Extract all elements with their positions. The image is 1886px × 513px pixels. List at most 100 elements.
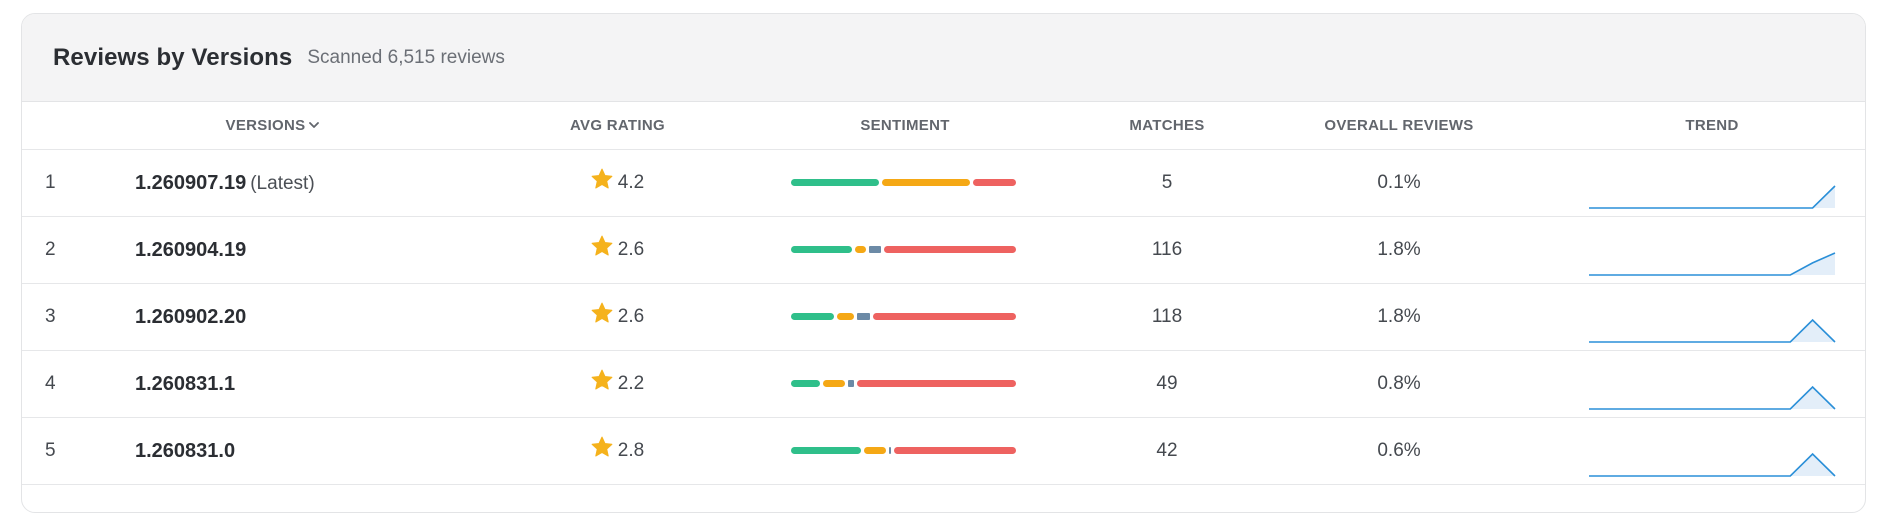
trend-sparkline (1567, 418, 1857, 484)
matches-value: 42 (1156, 440, 1178, 461)
table-row[interactable]: 3 1.260902.20 2.6 118 1.8% (22, 284, 1865, 351)
table-body: 1 1.260907.19 (Latest) 4.2 5 0.1% 2 1.260… (22, 150, 1865, 485)
trend-area (1589, 186, 1835, 208)
avg-rating-cell: 2.6 (557, 284, 677, 350)
sentiment-segment-neutral (863, 447, 887, 454)
sentiment-segment-neutral (854, 246, 866, 253)
star-icon (591, 235, 613, 256)
version-number: 1.260902.20 (135, 306, 247, 328)
sentiment-bar (791, 380, 1019, 387)
sentiment-segment-mixed (857, 313, 871, 320)
sentiment-bar (791, 179, 1019, 186)
version-cell[interactable]: 1.260902.20 (135, 284, 495, 350)
trend-area (1589, 320, 1835, 342)
overall-reviews-value: 0.6% (1377, 440, 1421, 461)
overall-reviews-value: 0.8% (1377, 373, 1421, 394)
trend-chart (1589, 185, 1836, 209)
sentiment-segment-positive (791, 447, 861, 454)
row-index: 5 (45, 440, 56, 461)
sentiment-cell (791, 284, 1019, 350)
table-row[interactable]: 4 1.260831.1 2.2 49 0.8% (22, 351, 1865, 418)
version-number: 1.260831.1 (135, 373, 236, 395)
sentiment-cell (791, 217, 1019, 283)
trend-line (1589, 185, 1836, 209)
sentiment-cell (791, 150, 1019, 216)
sentiment-segment-positive (791, 246, 852, 253)
column-header-matches[interactable]: MATCHES (1129, 117, 1205, 134)
sentiment-bar (791, 313, 1019, 320)
avg-rating-cell: 2.6 (557, 217, 677, 283)
version-number: 1.260907.19 (135, 172, 247, 194)
avg-rating-cell: 2.8 (557, 418, 677, 484)
column-header-versions[interactable]: VERSIONS (203, 102, 343, 150)
column-header-trend[interactable]: TREND (1685, 117, 1739, 134)
trend-sparkline (1567, 284, 1857, 350)
sentiment-segment-neutral (836, 313, 855, 320)
sentiment-segment-negative (857, 380, 1016, 387)
row-index: 3 (45, 306, 56, 327)
row-index: 4 (45, 373, 56, 394)
avg-rating-cell: 4.2 (557, 150, 677, 216)
table-row[interactable]: 2 1.260904.19 2.6 116 1.8% (22, 217, 1865, 284)
sentiment-segment-negative (873, 313, 1016, 320)
sentiment-segment-positive (791, 380, 820, 387)
avg-rating-cell: 2.2 (557, 351, 677, 417)
matches-value: 118 (1151, 306, 1183, 327)
version-cell[interactable]: 1.260831.0 (135, 418, 495, 484)
sentiment-segment-mixed (868, 246, 882, 253)
table-row[interactable]: 1 1.260907.19 (Latest) 4.2 5 0.1% (22, 150, 1865, 217)
sentiment-segment-neutral (882, 179, 971, 186)
star-icon (591, 302, 613, 323)
table-row[interactable]: 5 1.260831.0 2.8 42 0.6% (22, 418, 1865, 485)
overall-reviews-value: 0.1% (1377, 172, 1421, 193)
avg-rating-value: 2.6 (617, 239, 645, 260)
scanned-count: Scanned 6,515 reviews (307, 46, 505, 68)
trend-chart (1589, 252, 1836, 276)
sentiment-segment-positive (791, 179, 880, 186)
column-header-avg-rating[interactable]: AVG RATING (570, 117, 665, 134)
version-cell[interactable]: 1.260904.19 (135, 217, 495, 283)
trend-line (1589, 452, 1836, 477)
card-header: Reviews by Versions Scanned 6,515 review… (22, 14, 1865, 102)
avg-rating-value: 2.8 (617, 440, 645, 461)
overall-reviews-value: 1.8% (1377, 239, 1421, 260)
card-title: Reviews by Versions (53, 43, 293, 71)
column-header-overall-reviews[interactable]: OVERALL REVIEWS (1324, 117, 1474, 134)
sentiment-segment-negative (973, 179, 1016, 186)
sentiment-segment-negative (884, 246, 1016, 253)
trend-chart (1589, 318, 1836, 343)
trend-line (1589, 385, 1836, 410)
star-icon (591, 369, 613, 390)
matches-value: 116 (1151, 239, 1183, 260)
sentiment-bar (791, 447, 1019, 454)
sentiment-segment-mixed (848, 380, 855, 387)
version-number: 1.260831.0 (135, 440, 236, 462)
overall-reviews-value: 1.8% (1377, 306, 1421, 327)
versions-header-label: VERSIONS (225, 117, 306, 134)
star-icon (591, 168, 613, 189)
avg-rating-value: 2.2 (617, 373, 645, 394)
trend-area (1589, 454, 1835, 476)
sentiment-segment-positive (791, 313, 834, 320)
sentiment-cell (791, 351, 1019, 417)
version-tag: (Latest) (250, 173, 315, 194)
row-index: 1 (45, 172, 56, 193)
version-cell[interactable]: 1.260831.1 (135, 351, 495, 417)
matches-value: 49 (1156, 373, 1178, 394)
sentiment-cell (791, 418, 1019, 484)
version-cell[interactable]: 1.260907.19 (Latest) (135, 150, 495, 216)
version-number: 1.260904.19 (135, 239, 247, 261)
avg-rating-value: 2.6 (617, 306, 645, 327)
row-index: 2 (45, 239, 56, 260)
sentiment-segment-mixed (889, 447, 892, 454)
table-header: VERSIONS AVG RATING SENTIMENT MATCHES OV… (22, 102, 1865, 150)
trend-line (1589, 318, 1836, 343)
sentiment-segment-neutral (822, 380, 845, 387)
avg-rating-value: 4.2 (617, 172, 645, 193)
trend-sparkline (1567, 150, 1857, 216)
trend-area (1589, 387, 1835, 409)
star-icon (591, 436, 613, 457)
trend-chart (1589, 385, 1836, 410)
sentiment-bar (791, 246, 1019, 253)
column-header-sentiment[interactable]: SENTIMENT (860, 117, 950, 134)
